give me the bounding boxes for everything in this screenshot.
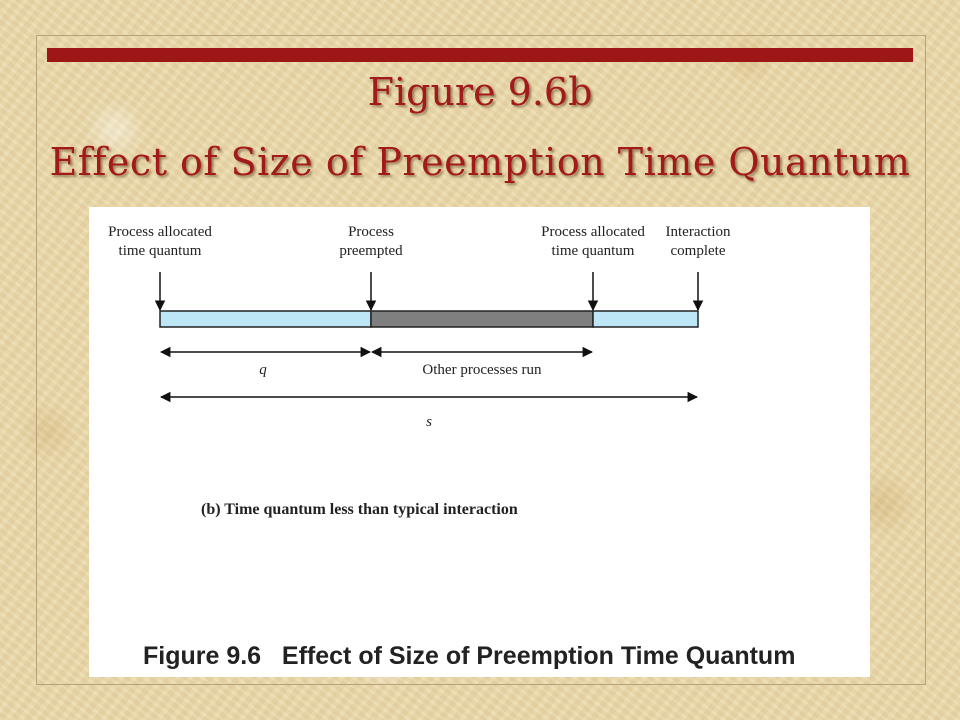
slide-frame (36, 35, 926, 685)
event-label-allocated-2-line1: Process allocated (541, 224, 645, 240)
title-accent-bar (47, 48, 913, 62)
event-label-preempted-line1: Process (348, 224, 394, 240)
event-label-allocated-1-line1: Process allocated (108, 224, 212, 240)
event-label-complete-line1: Interaction (666, 224, 731, 240)
figure-panel: Process allocated time quantum Process p… (89, 207, 870, 677)
event-label-allocated-2-line2: time quantum (552, 243, 635, 259)
span-label-other: Other processes run (422, 362, 542, 378)
timeline-diagram: Process allocated time quantum Process p… (108, 224, 795, 670)
span-label-q: q (259, 362, 267, 378)
slide-title: Figure 9.6b (367, 70, 593, 114)
slide-subtitle: Effect of Size of Preemption Time Quantu… (49, 140, 911, 184)
event-label-allocated-1-line2: time quantum (119, 243, 202, 259)
event-label-preempted-line2: preempted (339, 243, 403, 259)
subfigure-caption: (b) Time quantum less than typical inter… (201, 501, 518, 518)
span-label-s: s (426, 414, 432, 430)
timeline-segment-running-1 (159, 310, 372, 328)
figure-caption: Figure 9.6 Effect of Size of Preemption … (143, 642, 795, 670)
timeline-segment-running-2 (592, 310, 699, 328)
event-label-complete-line2: complete (671, 243, 726, 259)
timeline-segment-other-processes (370, 310, 594, 328)
